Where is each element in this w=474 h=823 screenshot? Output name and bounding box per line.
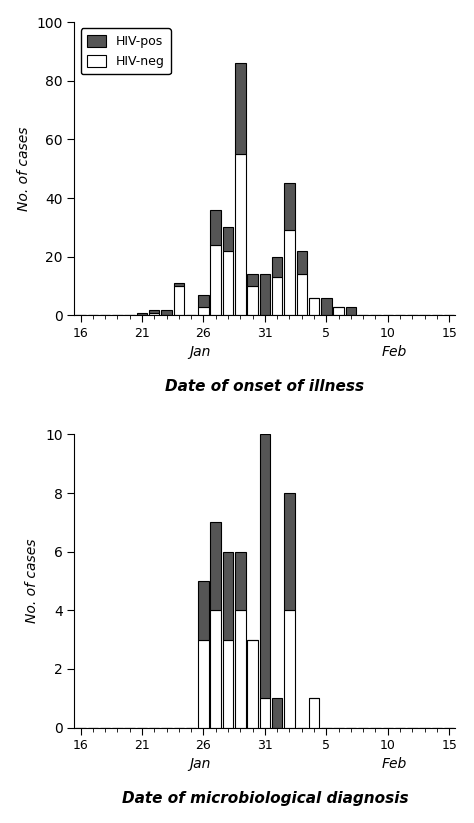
Bar	[137, 313, 147, 315]
Bar	[247, 639, 258, 728]
Legend: HIV-pos, HIV-neg: HIV-pos, HIV-neg	[81, 29, 171, 74]
Bar	[309, 298, 319, 315]
Bar	[235, 63, 246, 154]
Bar	[284, 611, 295, 728]
X-axis label: Date of onset of illness: Date of onset of illness	[165, 379, 365, 394]
Bar	[284, 184, 295, 230]
Text: Jan: Jan	[190, 757, 211, 771]
Bar	[235, 551, 246, 611]
Y-axis label: No. of cases: No. of cases	[26, 539, 39, 623]
Bar	[173, 286, 184, 315]
Bar	[272, 698, 283, 728]
Bar	[260, 435, 270, 698]
Bar	[247, 286, 258, 315]
Text: Jan: Jan	[190, 345, 211, 359]
X-axis label: Date of microbiological diagnosis: Date of microbiological diagnosis	[121, 792, 408, 807]
Bar	[223, 639, 233, 728]
Bar	[284, 230, 295, 315]
Bar	[210, 523, 221, 611]
Bar	[210, 245, 221, 315]
Bar	[223, 227, 233, 251]
Bar	[161, 309, 172, 315]
Bar	[223, 251, 233, 315]
Bar	[149, 309, 159, 313]
Bar	[260, 274, 270, 315]
Bar	[210, 210, 221, 245]
Bar	[346, 307, 356, 315]
Bar	[309, 698, 319, 728]
Bar	[272, 277, 283, 315]
Bar	[198, 307, 209, 315]
Text: Feb: Feb	[382, 345, 407, 359]
Bar	[210, 611, 221, 728]
Bar	[297, 251, 307, 274]
Bar	[149, 313, 159, 315]
Bar	[247, 274, 258, 286]
Y-axis label: No. of cases: No. of cases	[17, 127, 31, 211]
Bar	[235, 611, 246, 728]
Bar	[260, 698, 270, 728]
Bar	[198, 295, 209, 307]
Bar	[284, 493, 295, 611]
Bar	[272, 257, 283, 277]
Bar	[198, 581, 209, 639]
Text: Feb: Feb	[382, 757, 407, 771]
Bar	[235, 154, 246, 315]
Bar	[321, 298, 331, 315]
Bar	[223, 551, 233, 639]
Bar	[297, 274, 307, 315]
Bar	[173, 283, 184, 286]
Bar	[198, 639, 209, 728]
Bar	[333, 307, 344, 315]
